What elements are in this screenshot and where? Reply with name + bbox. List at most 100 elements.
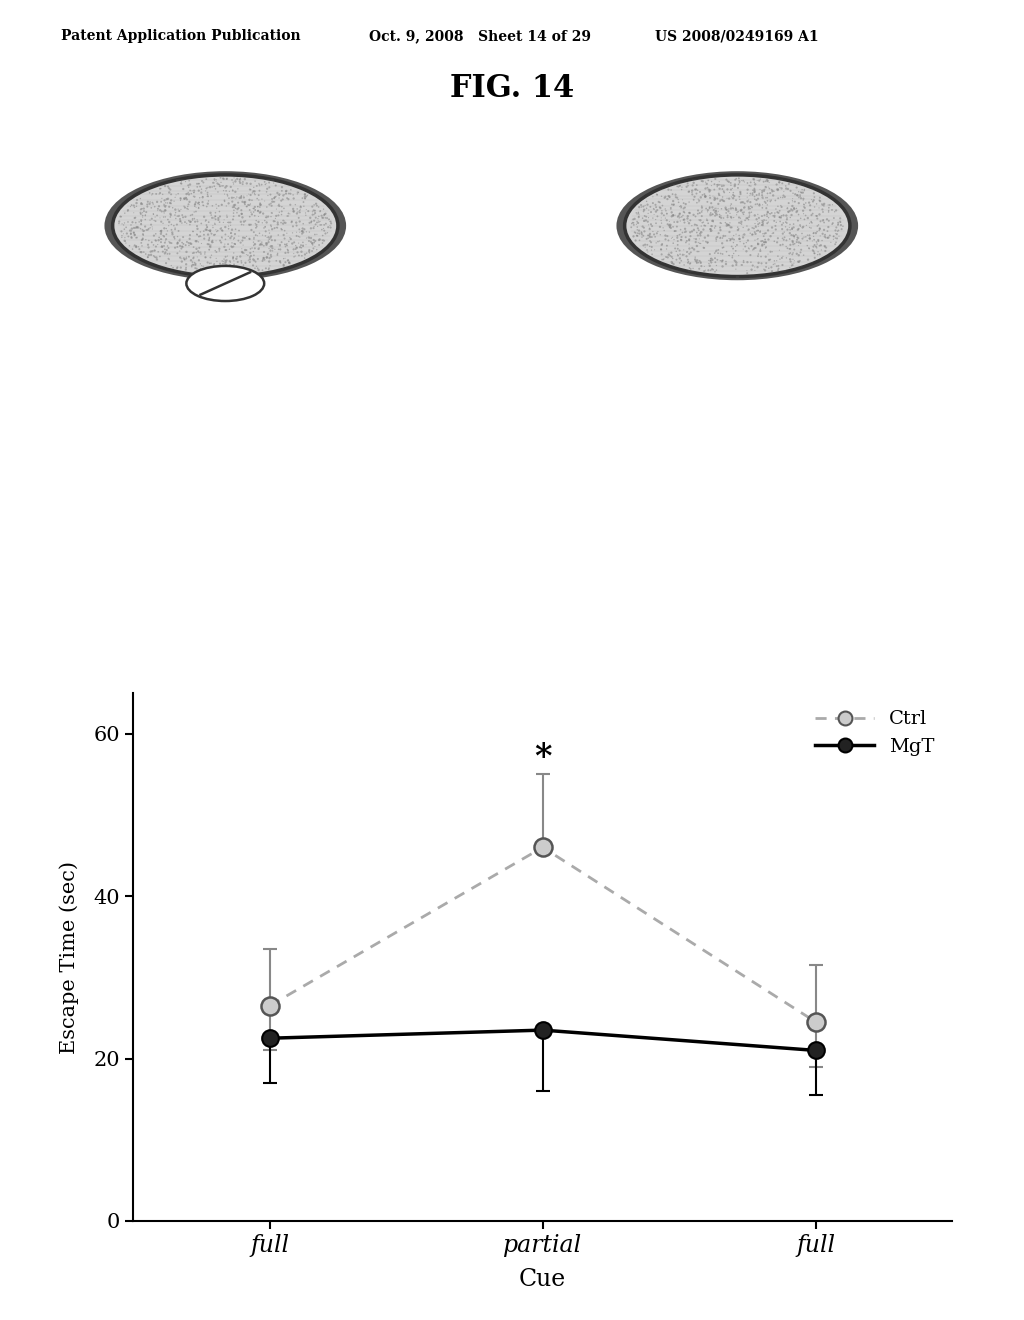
Point [732, 213, 749, 234]
Point [759, 190, 775, 211]
Point [202, 222, 218, 243]
Point [178, 257, 195, 279]
Point [155, 242, 171, 263]
Point [703, 205, 720, 226]
Point [162, 243, 178, 264]
Point [672, 252, 688, 273]
Point [219, 257, 236, 279]
Point [317, 223, 334, 244]
Point [771, 172, 787, 193]
Point [170, 232, 186, 253]
Point [797, 209, 813, 230]
Point [672, 203, 688, 224]
Point [754, 185, 770, 206]
Point [810, 231, 826, 252]
Point [744, 180, 761, 201]
Point [229, 251, 246, 272]
Point [184, 181, 201, 202]
Point [312, 201, 329, 222]
Point [700, 213, 717, 234]
Point [227, 169, 244, 190]
Point [219, 183, 236, 205]
Point [133, 203, 150, 224]
Point [767, 202, 783, 223]
Point [219, 211, 236, 232]
Point [758, 187, 774, 209]
Point [809, 215, 825, 236]
Point [169, 243, 185, 264]
Point [796, 203, 812, 224]
Point [263, 246, 280, 267]
Point [700, 180, 717, 201]
Point [144, 183, 161, 205]
Point [676, 255, 692, 276]
Point [725, 232, 741, 253]
Point [746, 189, 763, 210]
Point [269, 234, 286, 255]
Point [147, 211, 164, 232]
Point [289, 222, 305, 243]
Point [244, 190, 260, 211]
Point [653, 239, 670, 260]
Point [284, 211, 300, 232]
Point [208, 209, 224, 230]
Point [803, 205, 819, 226]
Point [705, 197, 721, 218]
Point [257, 207, 273, 228]
Point [157, 232, 173, 253]
Point [233, 199, 250, 220]
Point [263, 235, 280, 256]
Point [139, 247, 156, 268]
Point [269, 182, 286, 203]
Point [222, 223, 239, 244]
Point [134, 219, 151, 240]
Point [214, 220, 230, 242]
Point [186, 202, 203, 223]
Point [828, 216, 845, 238]
Point [213, 172, 229, 193]
Point [712, 206, 728, 227]
Point [127, 235, 143, 256]
Point [759, 206, 775, 227]
Point [163, 205, 179, 226]
Point [178, 187, 195, 209]
Point [225, 202, 242, 223]
Point [293, 238, 309, 259]
Point [169, 257, 185, 279]
Point [681, 213, 697, 234]
Point [781, 216, 798, 238]
Point [802, 228, 818, 249]
Point [247, 183, 263, 205]
Point [245, 242, 261, 263]
Point [186, 194, 203, 215]
Point [278, 181, 294, 202]
Point [755, 231, 771, 252]
Point [303, 211, 319, 232]
Point [794, 182, 810, 203]
Point [298, 222, 314, 243]
Point [237, 227, 253, 248]
Point [784, 244, 801, 265]
Point [644, 244, 660, 265]
Point [216, 236, 232, 257]
Point [145, 235, 162, 256]
Point [138, 202, 155, 223]
Point [653, 235, 670, 256]
Point [291, 226, 307, 247]
Point [771, 201, 787, 222]
Point [264, 230, 281, 251]
Point [126, 207, 142, 228]
Point [724, 246, 740, 267]
Point [234, 242, 251, 263]
Point [806, 182, 822, 203]
Point [224, 219, 241, 240]
Point [317, 207, 334, 228]
Point [680, 206, 696, 227]
Point [765, 185, 781, 206]
Point [713, 205, 729, 226]
Point [628, 202, 644, 223]
Point [649, 185, 666, 206]
Point [721, 214, 737, 235]
Point [732, 182, 749, 203]
Point [250, 206, 266, 227]
